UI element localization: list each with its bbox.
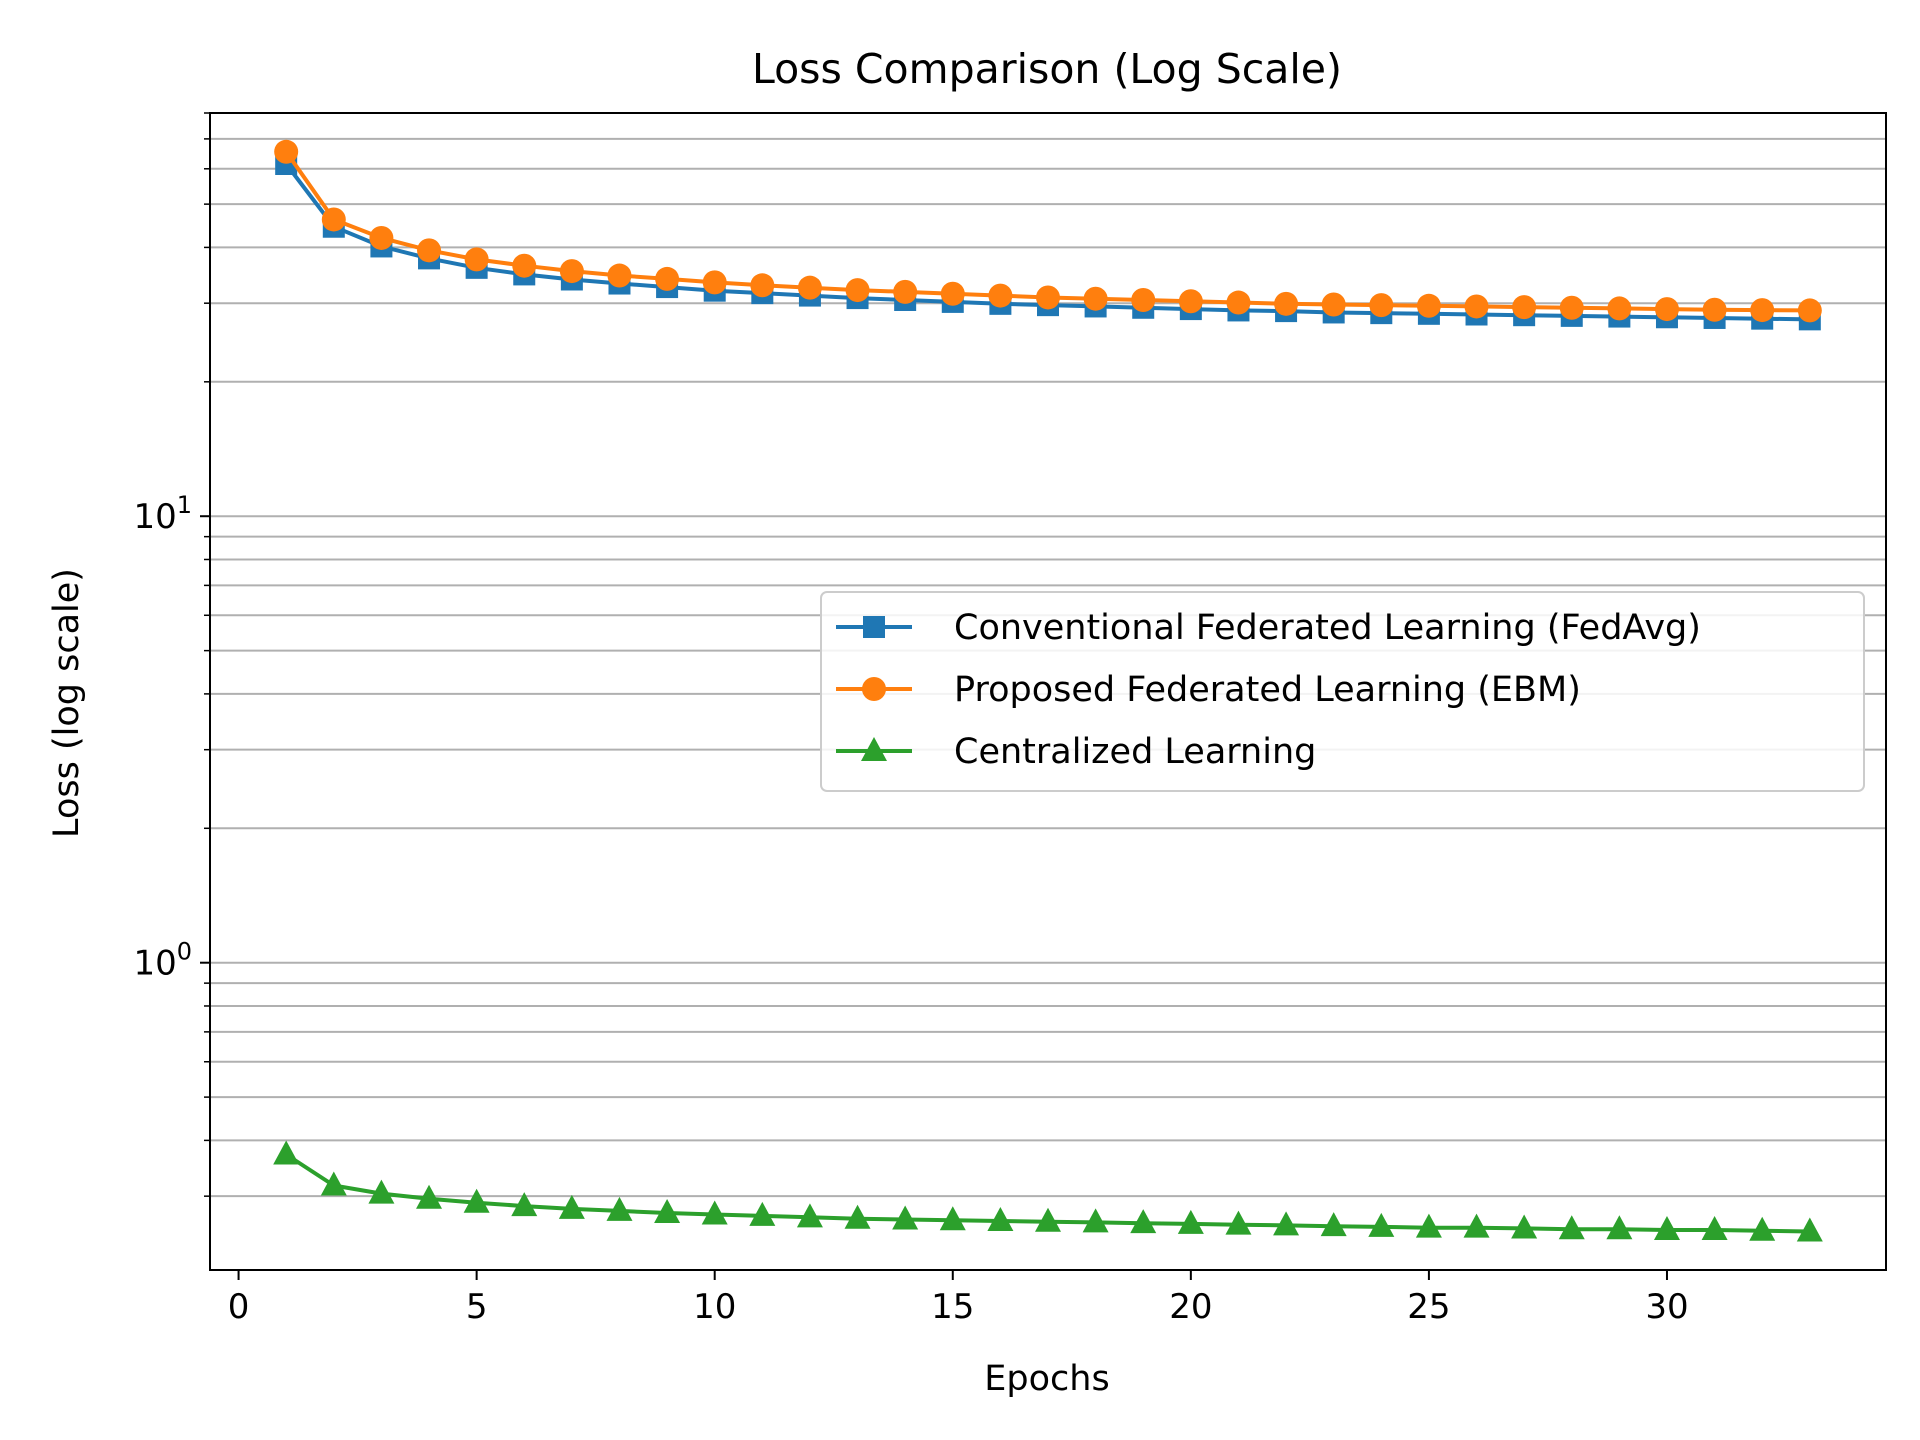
data-point-circle (988, 283, 1013, 308)
data-point-triangle (654, 1199, 681, 1224)
data-point-triangle (1653, 1215, 1680, 1240)
x-axis-label: Epochs (984, 1359, 1109, 1399)
data-point-triangle (1796, 1217, 1823, 1242)
data-point-circle (1178, 289, 1203, 314)
data-point-triangle (1415, 1213, 1442, 1238)
data-point-circle (1274, 291, 1299, 316)
data-point-triangle (273, 1140, 300, 1165)
data-point-circle (1654, 297, 1679, 322)
data-point-triangle (320, 1171, 347, 1196)
data-point-triangle (844, 1204, 871, 1229)
data-point-triangle (1177, 1209, 1204, 1234)
data-point-circle (1226, 290, 1251, 315)
y-axis-label: Loss (log scale) (47, 568, 87, 838)
data-point-triangle (1701, 1215, 1728, 1240)
legend-label: Proposed Federated Learning (EBM) (954, 670, 1581, 710)
data-point-circle (559, 259, 584, 284)
data-point-triangle (1606, 1215, 1633, 1240)
data-point-circle (1512, 295, 1537, 320)
data-point-circle (512, 253, 537, 278)
series-circle (274, 139, 1822, 323)
data-point-circle (845, 278, 870, 303)
data-point-triangle (861, 737, 887, 761)
data-point-triangle (1558, 1215, 1585, 1240)
data-point-circle (655, 266, 680, 291)
data-point-triangle (1511, 1214, 1538, 1239)
data-point-circle (1464, 294, 1489, 319)
y-tick-label: 101 (133, 491, 192, 537)
data-point-circle (940, 281, 965, 306)
data-point-triangle (796, 1203, 823, 1228)
data-point-triangle (558, 1194, 585, 1219)
data-point-triangle (1273, 1211, 1300, 1236)
chart-title: Loss Comparison (Log Scale) (752, 45, 1342, 93)
data-point-triangle (1082, 1208, 1109, 1233)
y-tick-label: 100 (133, 938, 192, 984)
data-point-circle (464, 247, 489, 272)
data-point-triangle (892, 1205, 919, 1230)
x-tick-label: 0 (228, 1287, 250, 1327)
data-point-triangle (463, 1188, 490, 1213)
data-point-circle (750, 273, 775, 298)
data-point-circle (417, 238, 442, 263)
data-point-triangle (1225, 1210, 1252, 1235)
plot-frame (209, 112, 1887, 1271)
data-point-circle (862, 677, 886, 701)
data-point-circle (1321, 292, 1346, 317)
data-point-triangle (1749, 1216, 1776, 1241)
data-point-triangle (1368, 1212, 1395, 1237)
data-point-circle (797, 275, 822, 300)
data-point-circle (274, 139, 299, 164)
data-point-circle (1369, 293, 1394, 318)
data-point-circle (1607, 296, 1632, 321)
data-point-triangle (1320, 1212, 1347, 1237)
data-point-circle (1416, 293, 1441, 318)
data-point-circle (1083, 286, 1108, 311)
data-point-circle (1702, 297, 1727, 322)
legend-box (820, 591, 1865, 792)
data-point-triangle (749, 1201, 776, 1226)
data-point-circle (321, 207, 346, 232)
data-point-triangle (1035, 1207, 1061, 1232)
data-point-triangle (606, 1196, 633, 1221)
axes: 0 5 10 15 20 25 30 100 101 (133, 112, 1887, 1327)
legend-label: Conventional Federated Learning (FedAvg) (954, 608, 1701, 648)
series-layer (273, 139, 1823, 1242)
data-point-circle (369, 225, 394, 250)
x-tick-label: 10 (693, 1287, 736, 1327)
data-point-triangle (511, 1192, 538, 1217)
x-tick-label: 25 (1407, 1287, 1450, 1327)
legend-label: Centralized Learning (954, 732, 1316, 772)
data-point-triangle (368, 1179, 395, 1204)
legend: Conventional Federated Learning (FedAvg)… (820, 591, 1865, 792)
data-point-triangle (1463, 1213, 1490, 1238)
data-point-square (863, 616, 885, 638)
data-point-triangle (701, 1200, 728, 1225)
data-point-circle (1036, 285, 1060, 310)
x-tick-label: 15 (931, 1287, 974, 1327)
x-tick-label: 20 (1169, 1287, 1212, 1327)
series-triangle (273, 1140, 1823, 1242)
data-point-triangle (939, 1206, 966, 1231)
data-point-triangle (987, 1206, 1014, 1231)
data-point-triangle (1130, 1209, 1157, 1234)
data-point-circle (1559, 295, 1584, 320)
data-point-circle (1131, 287, 1156, 312)
data-point-triangle (416, 1184, 443, 1209)
data-point-circle (1797, 298, 1822, 323)
data-point-circle (702, 270, 727, 295)
data-point-circle (607, 263, 632, 288)
data-point-circle (1750, 298, 1775, 323)
x-tick-label: 5 (466, 1287, 488, 1327)
data-point-circle (893, 279, 918, 304)
x-tick-label: 30 (1645, 1287, 1688, 1327)
